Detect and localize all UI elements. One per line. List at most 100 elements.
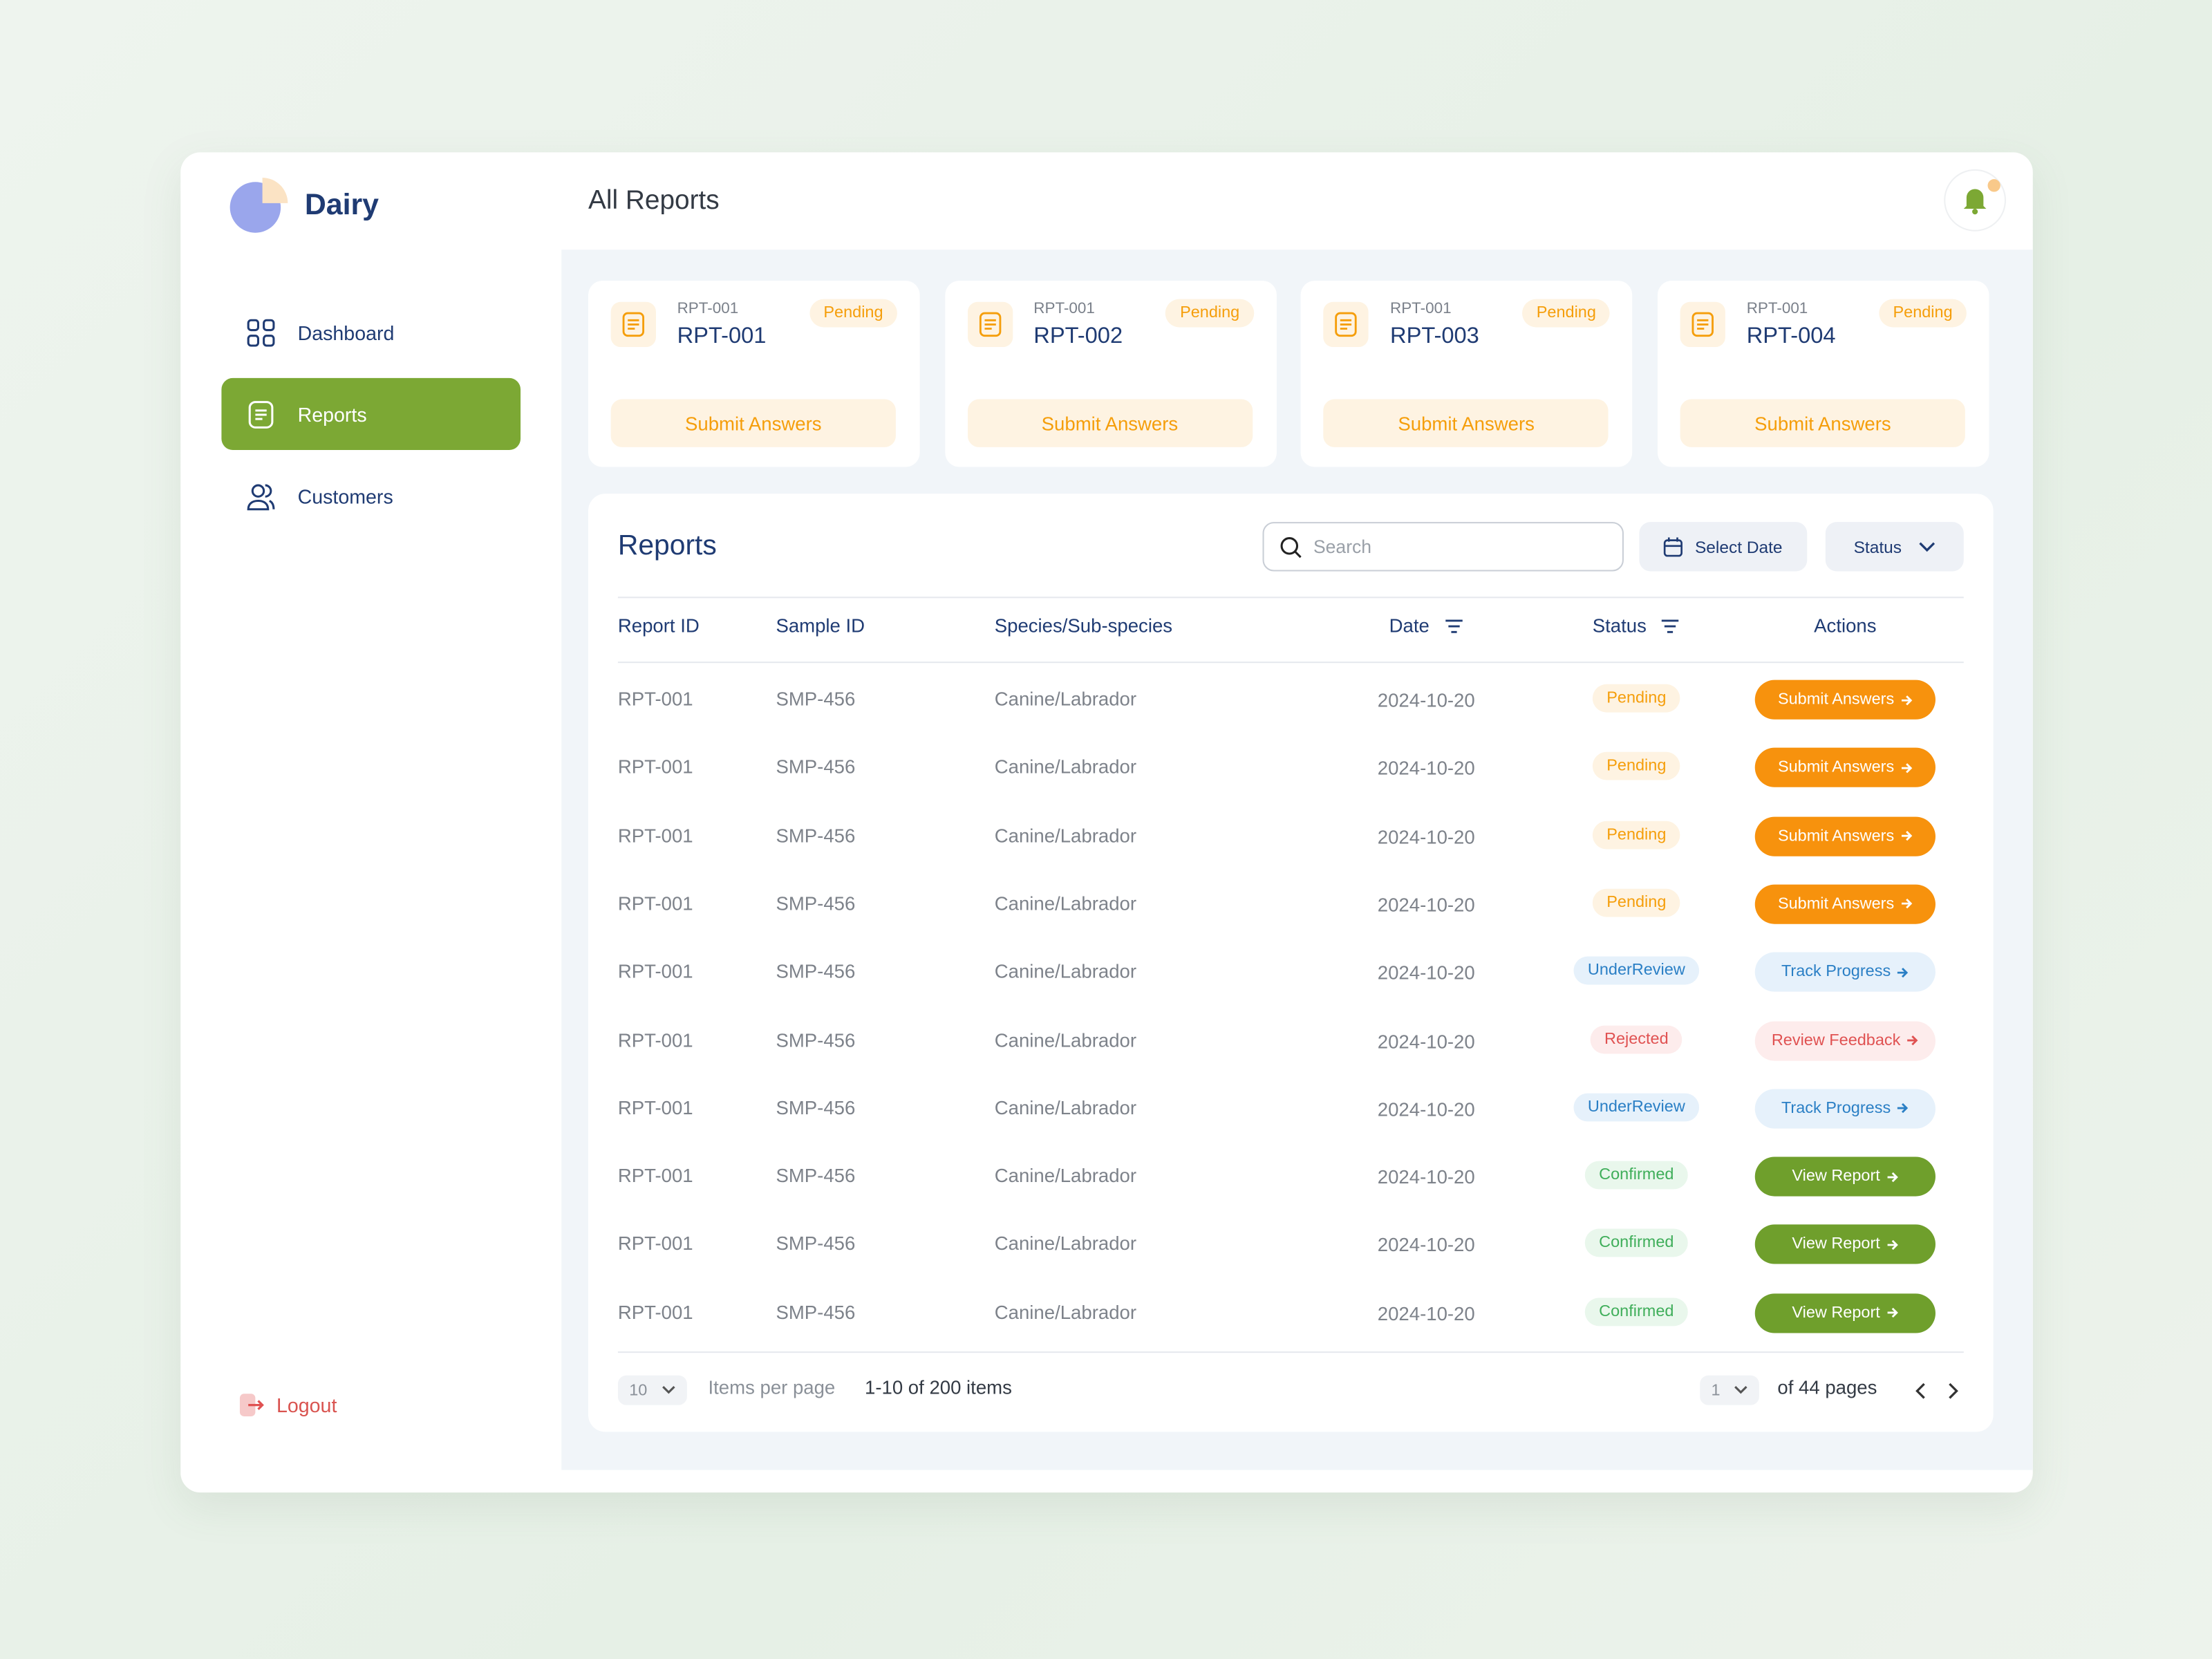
doc-icon bbox=[622, 312, 645, 337]
date-cell: 2024-10-20 bbox=[1377, 689, 1475, 711]
action-button[interactable]: Submit Answers bbox=[1754, 884, 1936, 924]
prev-page[interactable] bbox=[1914, 1382, 1928, 1399]
action-button[interactable]: View Report bbox=[1754, 1225, 1936, 1265]
status-pill: Confirmed bbox=[1584, 1229, 1688, 1258]
cell: SMP-456 bbox=[776, 756, 856, 778]
arrow-icon bbox=[1901, 831, 1912, 841]
logo bbox=[229, 178, 288, 233]
item-range: 1-10 of 200 items bbox=[865, 1376, 1012, 1398]
cell: SMP-456 bbox=[776, 961, 856, 982]
status-pill: Pending bbox=[1592, 888, 1680, 917]
status-pill: Rejected bbox=[1590, 1024, 1683, 1053]
report-card: RPT-001 RPT-002 Pending Submit Answers bbox=[944, 281, 1277, 467]
action-label: Track Progress bbox=[1781, 1100, 1891, 1117]
page-size-select[interactable]: 10 bbox=[617, 1375, 687, 1405]
card-button[interactable]: Submit Answers bbox=[610, 399, 896, 447]
date-filter-label: Select Date bbox=[1694, 536, 1783, 557]
column-header: Status bbox=[1592, 615, 1680, 637]
status-pill: Confirmed bbox=[1584, 1161, 1688, 1190]
cell: RPT-001 bbox=[617, 1097, 693, 1118]
arrow-icon bbox=[1897, 1103, 1909, 1114]
cell: RPT-001 bbox=[617, 1165, 693, 1187]
nav-label: Customers bbox=[297, 485, 393, 507]
page-number: 1 bbox=[1711, 1381, 1721, 1399]
doc-icon bbox=[1691, 312, 1714, 337]
arrow-icon bbox=[1887, 1308, 1898, 1318]
action-label: Track Progress bbox=[1781, 964, 1891, 981]
search-box[interactable]: Search bbox=[1262, 522, 1624, 572]
action-button[interactable]: Review Feedback bbox=[1754, 1020, 1936, 1060]
badge bbox=[1987, 179, 2000, 192]
nav-label: Dashboard bbox=[297, 321, 395, 344]
arrow-icon bbox=[1887, 1239, 1898, 1250]
action-button[interactable]: Submit Answers bbox=[1754, 816, 1936, 856]
action-button[interactable]: Submit Answers bbox=[1754, 679, 1936, 720]
cell: Canine/Labrador bbox=[994, 1097, 1137, 1118]
cell: Canine/Labrador bbox=[994, 688, 1137, 710]
date-filter[interactable]: Select Date bbox=[1639, 522, 1808, 572]
brand: Dairy bbox=[304, 189, 379, 222]
status-pill: UnderReview bbox=[1573, 1093, 1700, 1122]
status-pill: Pending bbox=[1592, 752, 1680, 781]
page-title: All Reports bbox=[588, 186, 720, 216]
report-card: RPT-001 RPT-001 Pending Submit Answers bbox=[588, 281, 920, 467]
card-icon bbox=[1680, 301, 1726, 348]
action-label: Submit Answers bbox=[1777, 895, 1895, 913]
status-pill: Pending bbox=[1592, 820, 1680, 849]
reports-icon bbox=[248, 400, 274, 428]
chevron-icon bbox=[662, 1386, 675, 1394]
divider bbox=[617, 1351, 1964, 1353]
arrow-icon bbox=[1897, 967, 1909, 977]
action-button[interactable]: View Report bbox=[1754, 1156, 1936, 1197]
page-size-label: Items per page bbox=[708, 1376, 836, 1398]
arrow-icon bbox=[1901, 762, 1912, 773]
status-filter-label: Status bbox=[1853, 536, 1902, 557]
action-button[interactable]: Submit Answers bbox=[1754, 748, 1936, 788]
report-card: RPT-001 RPT-004 Pending Submit Answers bbox=[1658, 281, 1989, 467]
column-label: Species/Sub-species bbox=[994, 615, 1173, 637]
column-label: Sample ID bbox=[776, 615, 865, 637]
page-select[interactable]: 1 bbox=[1700, 1375, 1760, 1405]
nav-item[interactable]: Reports bbox=[221, 377, 521, 451]
cell: RPT-001 bbox=[617, 892, 693, 915]
card-id: RPT-003 bbox=[1389, 324, 1479, 349]
column-label: Date bbox=[1389, 615, 1430, 637]
cell: Canine/Labrador bbox=[994, 1302, 1137, 1323]
column-label: Status bbox=[1592, 615, 1647, 637]
report-card: RPT-001 RPT-003 Pending Submit Answers bbox=[1301, 281, 1633, 467]
cell: RPT-001 bbox=[617, 1302, 693, 1323]
logout[interactable]: Logout bbox=[237, 1391, 337, 1419]
notification-bell[interactable] bbox=[1944, 169, 2007, 232]
reports-panel: Reports Search Select Date Status Report… bbox=[588, 494, 1994, 1432]
next-page[interactable] bbox=[1945, 1382, 1959, 1399]
cell: Canine/Labrador bbox=[994, 756, 1137, 778]
card-button[interactable]: Submit Answers bbox=[1324, 399, 1609, 447]
dashboard-icon bbox=[247, 318, 275, 346]
column-header: Actions bbox=[1814, 615, 1876, 637]
column-header: Species/Sub-species bbox=[995, 615, 1172, 637]
search-icon bbox=[1280, 536, 1302, 558]
card-small-id: RPT-001 bbox=[1389, 300, 1452, 318]
status-filter[interactable]: Status bbox=[1825, 522, 1964, 572]
action-button[interactable]: Track Progress bbox=[1754, 952, 1936, 993]
cell: RPT-001 bbox=[617, 756, 693, 778]
card-id: RPT-002 bbox=[1033, 324, 1123, 349]
date-cell: 2024-10-20 bbox=[1377, 1166, 1475, 1188]
action-button[interactable]: View Report bbox=[1754, 1293, 1936, 1333]
date-cell: 2024-10-20 bbox=[1377, 1235, 1475, 1257]
action-label: Submit Answers bbox=[1777, 691, 1895, 709]
nav-item[interactable]: Customers bbox=[221, 460, 521, 532]
date-cell: 2024-10-20 bbox=[1377, 1030, 1475, 1052]
panel-title: Reports bbox=[617, 530, 717, 562]
doc-icon bbox=[979, 312, 1001, 337]
cell: SMP-456 bbox=[776, 1097, 856, 1118]
filter-icon bbox=[1662, 619, 1679, 632]
card-button[interactable]: Submit Answers bbox=[1680, 399, 1966, 447]
action-button[interactable]: Track Progress bbox=[1754, 1089, 1936, 1129]
column-label: Actions bbox=[1814, 615, 1877, 637]
nav-item[interactable]: Dashboard bbox=[221, 297, 521, 368]
card-button[interactable]: Submit Answers bbox=[967, 399, 1253, 447]
cell: Canine/Labrador bbox=[994, 825, 1137, 846]
cell: Canine/Labrador bbox=[994, 892, 1137, 915]
